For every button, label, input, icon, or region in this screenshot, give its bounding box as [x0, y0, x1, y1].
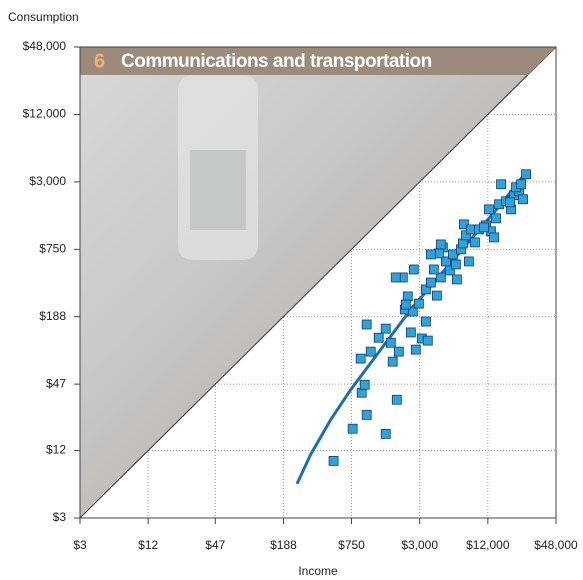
data-point — [484, 205, 493, 214]
data-point — [426, 278, 435, 287]
y-tick-label: $12,000 — [23, 107, 67, 121]
data-point — [406, 328, 415, 337]
y-tick-label: $188 — [39, 309, 66, 323]
data-point — [506, 198, 515, 207]
data-point — [391, 273, 400, 282]
y-axis-label: Consumption — [8, 10, 79, 24]
data-point — [464, 257, 473, 266]
y-tick-label: $48,000 — [23, 39, 67, 53]
data-point — [348, 424, 357, 433]
data-point — [479, 223, 488, 232]
data-point — [401, 300, 410, 309]
chart: 6 Communications and transportation Cons… — [0, 0, 583, 580]
data-point — [394, 347, 403, 356]
data-point — [381, 429, 390, 438]
x-tick-label: $188 — [270, 538, 297, 552]
phone-screen — [190, 150, 246, 230]
data-point — [362, 320, 371, 329]
data-point — [432, 291, 441, 300]
data-point — [451, 260, 460, 269]
data-point — [458, 239, 467, 248]
data-point — [497, 180, 506, 189]
data-point — [381, 324, 390, 333]
x-tick-label: $48,000 — [534, 538, 578, 552]
data-point — [362, 410, 371, 419]
data-point — [374, 333, 383, 342]
data-point — [360, 380, 369, 389]
data-point — [403, 292, 412, 301]
data-point — [517, 180, 526, 189]
y-tick-label: $47 — [46, 376, 66, 390]
data-point — [388, 357, 397, 366]
data-point — [414, 299, 423, 308]
data-point — [522, 170, 531, 179]
y-tick-label: $3,000 — [29, 174, 66, 188]
y-tick-label: $12 — [46, 443, 66, 457]
data-point — [452, 275, 461, 284]
x-tick-label: $3,000 — [401, 538, 438, 552]
data-point — [392, 395, 401, 404]
data-point — [490, 233, 499, 242]
x-tick-label: $47 — [205, 538, 225, 552]
x-tick-label: $750 — [338, 538, 365, 552]
x-tick-label: $3 — [73, 538, 87, 552]
data-point — [423, 336, 432, 345]
data-point — [329, 456, 338, 465]
data-point — [421, 317, 430, 326]
data-point — [426, 250, 435, 259]
chart-title: Communications and transportation — [121, 51, 432, 72]
data-point — [366, 347, 375, 356]
data-point — [519, 195, 528, 204]
y-tick-label: $3 — [53, 510, 67, 524]
x-axis-label: Income — [298, 564, 338, 578]
data-point — [470, 238, 479, 247]
y-tick-label: $750 — [39, 242, 66, 256]
x-tick-label: $12 — [138, 538, 158, 552]
data-point — [386, 338, 395, 347]
data-point — [356, 354, 365, 363]
data-point — [436, 240, 445, 249]
data-point — [409, 265, 418, 274]
data-point — [491, 214, 500, 223]
data-point — [429, 265, 438, 274]
x-tick-label: $12,000 — [466, 538, 510, 552]
section-number: 6 — [94, 50, 105, 72]
data-point — [411, 345, 420, 354]
